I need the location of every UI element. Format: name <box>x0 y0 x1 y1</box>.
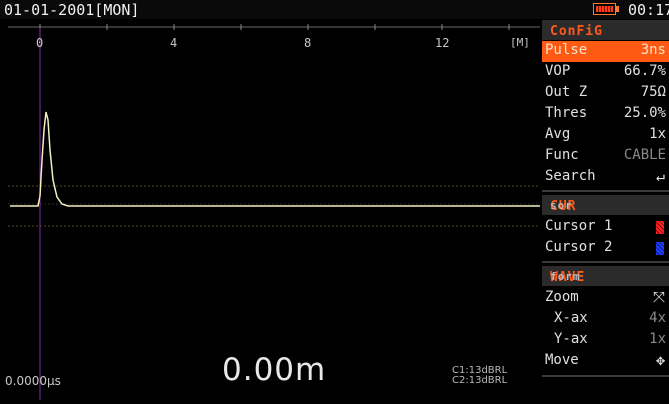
vop-value: 66.7% <box>623 63 666 79</box>
trace-plot[interactable]: 0 4 8 12 [M] 0.0000µs 0.00m C1:13dBRL C2… <box>0 20 540 400</box>
waveform-title-hl: WAVE <box>550 270 586 285</box>
menu-item-move[interactable]: Move ✥ <box>542 351 669 372</box>
out-z-value: 75Ω <box>640 84 666 100</box>
clock-display: 00:17 <box>628 1 669 19</box>
x-ax-value: 4x <box>649 310 666 326</box>
cursor-header[interactable]: CUR sor <box>542 195 669 215</box>
battery-tip <box>616 6 619 12</box>
status-bar: 01-01-2001[MON] 00:17 <box>0 0 669 19</box>
cursor-1-color-swatch <box>656 221 664 234</box>
out-z-label: Out Z <box>545 84 588 100</box>
menu-item-zoom[interactable]: Zoom ⤧ <box>542 288 669 309</box>
menu-item-pulse[interactable]: Pulse 3ns <box>542 41 669 62</box>
time-readout: 0.0000µs <box>5 374 61 388</box>
search-label: Search <box>545 168 596 184</box>
cursor-1-label: Cursor 1 <box>545 218 613 234</box>
enter-icon: ↵ <box>655 167 665 185</box>
date-display: 01-01-2001[MON] <box>4 1 140 19</box>
pulse-value: 3ns <box>640 42 666 58</box>
battery-icon <box>593 3 616 15</box>
waveform-title-rest: form <box>550 270 581 283</box>
menu-item-out-z[interactable]: Out Z 75Ω <box>542 83 669 104</box>
vop-label: VOP <box>545 63 571 79</box>
menu-panel: ConFiG Pulse 3ns VOP 66.7% Out Z 75Ω Thr… <box>542 20 669 404</box>
cursor-2-color-swatch <box>656 242 664 255</box>
move-label: Move <box>545 352 579 368</box>
thres-label: Thres <box>545 105 588 121</box>
func-label: Func <box>545 147 579 163</box>
tick-label: 0 <box>36 36 44 50</box>
y-ax-value: 1x <box>649 331 666 347</box>
distance-readout: 0.00m <box>222 352 327 388</box>
trace-canvas[interactable] <box>0 20 540 400</box>
tick-label: 12 <box>435 36 450 50</box>
c1-readout: C1:13dBRL <box>452 365 508 376</box>
cursor-title-rest: sor <box>550 199 573 212</box>
avg-value: 1x <box>649 126 666 142</box>
pulse-label: Pulse <box>545 42 588 58</box>
divider <box>542 261 669 263</box>
config-title: ConFiG <box>550 24 603 39</box>
y-ax-label: Y-ax <box>554 331 588 347</box>
move-icon: ✥ <box>655 351 665 369</box>
waveform-header[interactable]: WAVE form <box>542 266 669 286</box>
menu-item-y-ax[interactable]: Y-ax 1x <box>542 330 669 351</box>
divider <box>542 190 669 192</box>
x-ax-label: X-ax <box>554 310 588 326</box>
menu-item-thres[interactable]: Thres 25.0% <box>542 104 669 125</box>
thres-value: 25.0% <box>623 105 666 121</box>
menu-item-x-ax[interactable]: X-ax 4x <box>542 309 669 330</box>
menu-item-func[interactable]: Func CABLE <box>542 146 669 167</box>
zoom-expand-icon: ⤧ <box>652 288 665 306</box>
config-header[interactable]: ConFiG <box>542 20 669 40</box>
tick-label: 8 <box>304 36 312 50</box>
menu-item-search[interactable]: Search ↵ <box>542 167 669 188</box>
cursor-title-hl: CUR <box>550 199 577 214</box>
distance-unit: [M] <box>510 36 530 49</box>
divider <box>542 375 669 377</box>
zoom-label: Zoom <box>545 289 579 305</box>
menu-item-avg[interactable]: Avg 1x <box>542 125 669 146</box>
trace-line <box>10 111 540 207</box>
tick-label: 4 <box>170 36 178 50</box>
menu-item-cursor-1[interactable]: Cursor 1 <box>542 217 669 238</box>
cursor-2-label: Cursor 2 <box>545 239 613 255</box>
func-value: CABLE <box>623 147 666 163</box>
battery-level <box>596 6 613 12</box>
scale-ticks <box>39 24 510 30</box>
avg-label: Avg <box>545 126 571 142</box>
c2-readout: C2:13dBRL <box>452 375 508 386</box>
menu-item-cursor-2[interactable]: Cursor 2 <box>542 238 669 259</box>
menu-item-vop[interactable]: VOP 66.7% <box>542 62 669 83</box>
